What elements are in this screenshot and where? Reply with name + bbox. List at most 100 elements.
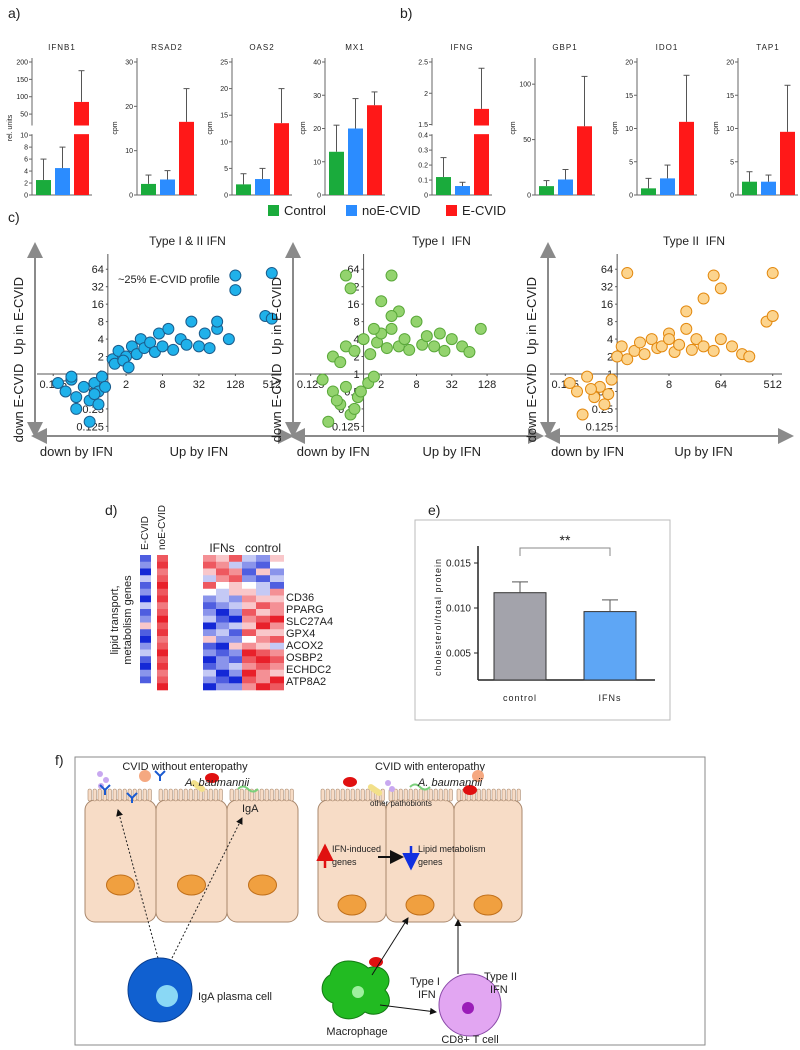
chart-title: MX1 (345, 43, 364, 52)
y-tick-label: 20 (125, 104, 133, 111)
macrophage-label: Macrophage (326, 1026, 387, 1038)
nucleus (156, 985, 178, 1007)
microvillus (147, 788, 152, 802)
legend-swatch (446, 205, 457, 216)
y-tick-label: 20 (313, 126, 321, 133)
microvillus (496, 788, 501, 802)
heatmap-cell (157, 676, 168, 684)
heatmap-cell (157, 629, 168, 637)
gene-label: SLC27A4 (286, 616, 333, 628)
panel-label: c) (8, 209, 20, 225)
heatmap-cell (242, 683, 256, 691)
point (714, 333, 727, 346)
point (697, 340, 710, 353)
heatmap-cell (229, 561, 242, 569)
microvillus (481, 788, 486, 802)
bar (141, 183, 156, 195)
y-tick-label: 8 (607, 317, 613, 329)
microvillus (355, 788, 360, 802)
y-tick-label: 0.125 (586, 421, 614, 433)
y-tick-label: 0.1 (418, 178, 428, 185)
microvillus (511, 788, 516, 802)
point (673, 338, 686, 351)
heatmap-cell (157, 669, 168, 677)
chart-title: GBP1 (552, 43, 577, 52)
y-tick-label: 30 (125, 60, 133, 67)
heatmap-cell (216, 649, 229, 657)
heatmap-cell (140, 669, 151, 677)
y-tick-label: 8 (98, 317, 104, 329)
microvillus (428, 788, 433, 802)
heatmap-cell (270, 568, 284, 576)
microvillus (501, 788, 506, 802)
legend-label: Control (284, 203, 326, 218)
y-axis-label: cpm (713, 121, 720, 134)
x-tick-label: 128 (478, 379, 496, 391)
x-tick-label: 2 (123, 379, 129, 391)
axis-label: down by IFN (297, 444, 370, 459)
panel-frame (414, 519, 671, 721)
y-axis-label: cpm (612, 121, 619, 134)
bacterium (389, 786, 395, 792)
heatmap-cell (256, 676, 270, 684)
point (663, 333, 675, 346)
point (99, 380, 112, 393)
y-tick-label: 20 (625, 60, 633, 67)
heatmap-cell (157, 595, 168, 603)
point (697, 292, 710, 305)
y-tick-label: 15 (625, 93, 633, 100)
microvillus (213, 788, 218, 802)
heatmap-cell (157, 636, 168, 644)
y-tick-label: 16 (347, 299, 359, 311)
heatmap-cell (216, 555, 229, 563)
bar (577, 126, 592, 195)
heatmap-cell (242, 609, 256, 617)
microvillus (112, 788, 117, 802)
y-tick-label: 10 (20, 133, 28, 140)
heatmap-cell (242, 622, 256, 630)
bar (179, 121, 194, 195)
heatmap-cell (203, 663, 216, 671)
y-tick-label: 32 (92, 282, 104, 294)
heatmap-cell (256, 615, 270, 623)
microvillus (393, 788, 398, 802)
point (725, 340, 738, 353)
point (95, 370, 108, 383)
axis-label: down E-CVID (269, 364, 284, 443)
y-tick-label: 0.3 (418, 148, 428, 155)
heatmap-cell (203, 595, 216, 603)
heatmap-cell (140, 615, 151, 623)
heatmap-cell (203, 636, 216, 644)
y-tick-label: 10 (125, 148, 133, 155)
y-tick-label: 15 (220, 113, 228, 120)
point (581, 370, 594, 383)
heatmap-cell (270, 615, 284, 623)
point (180, 338, 193, 351)
x-tick-label: 128 (226, 379, 244, 391)
heatmap-cell (270, 602, 284, 610)
heatmap-cell (270, 555, 284, 563)
diagram-title: CVID without enteropathy (122, 761, 248, 773)
heatmap-cell (229, 555, 242, 563)
point (602, 388, 615, 401)
y-tick-label: 2.5 (418, 60, 428, 67)
heatmap-cell (203, 676, 216, 684)
y-tick-label: 10 (726, 126, 734, 133)
microvillus (87, 788, 92, 802)
axis-label: Up by IFN (674, 444, 733, 459)
microvillus (229, 788, 234, 802)
heatmap-cell (256, 561, 270, 569)
point (70, 391, 83, 404)
heatmap-cell (216, 588, 229, 596)
heatmap-cell (216, 642, 229, 650)
y-tick-label: 0.010 (446, 604, 471, 615)
microvillus (117, 788, 122, 802)
y-tick-label: 100 (519, 82, 531, 89)
heatmap-cell (157, 683, 168, 691)
heatmap-cell (242, 568, 256, 576)
microvillus (137, 788, 142, 802)
heatmap-cell (140, 609, 151, 617)
point (611, 350, 624, 363)
gene-label: ACOX2 (286, 640, 323, 652)
